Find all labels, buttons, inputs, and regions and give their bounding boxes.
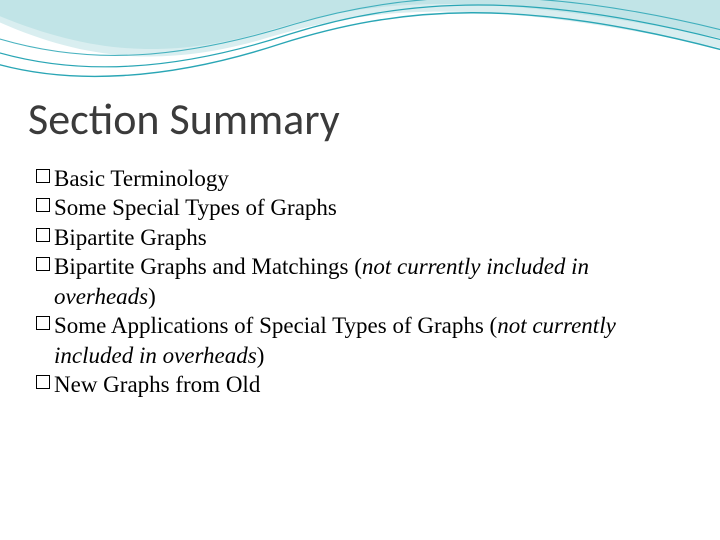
list-item-text: Some Special Types of Graphs <box>54 193 692 222</box>
list-item: Bipartite Graphs <box>36 223 692 252</box>
bullet-list: Basic TerminologySome Special Types of G… <box>28 164 692 400</box>
list-item-text: Some Applications of Special Types of Gr… <box>54 311 692 370</box>
square-bullet-icon <box>36 375 50 389</box>
square-bullet-icon <box>36 257 50 271</box>
square-bullet-icon <box>36 198 50 212</box>
decorative-wave-header <box>0 0 720 95</box>
list-item: New Graphs from Old <box>36 370 692 399</box>
list-item: Some Special Types of Graphs <box>36 193 692 222</box>
list-item: Bipartite Graphs and Matchings (not curr… <box>36 252 692 311</box>
list-item-text: Bipartite Graphs and Matchings (not curr… <box>54 252 692 311</box>
list-item: Some Applications of Special Types of Gr… <box>36 311 692 370</box>
list-item: Basic Terminology <box>36 164 692 193</box>
slide-content: Section Summary Basic TerminologySome Sp… <box>28 92 692 400</box>
list-item-text: Bipartite Graphs <box>54 223 692 252</box>
square-bullet-icon <box>36 316 50 330</box>
square-bullet-icon <box>36 169 50 183</box>
list-item-text: New Graphs from Old <box>54 370 692 399</box>
list-item-text: Basic Terminology <box>54 164 692 193</box>
square-bullet-icon <box>36 228 50 242</box>
slide-title: Section Summary <box>28 92 692 146</box>
